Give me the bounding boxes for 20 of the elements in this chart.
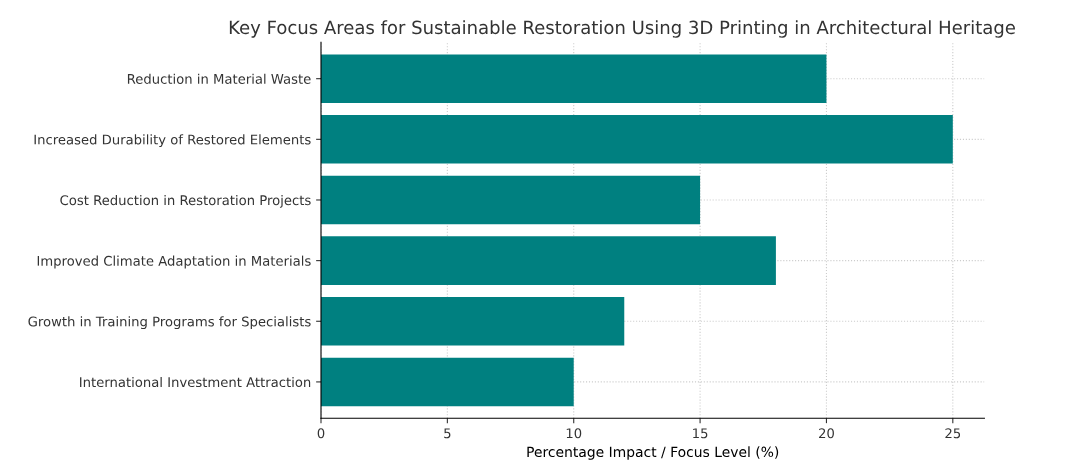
y-tick-label: Reduction in Material Waste <box>127 73 311 84</box>
y-tick-label: Improved Climate Adaptation in Materials <box>37 255 311 269</box>
x-axis-title: Percentage Impact / Focus Level (%) <box>527 446 779 460</box>
y-tick-label: Cost Reduction in Restoration Projects <box>60 194 311 208</box>
x-tick-label: 5 <box>444 428 451 439</box>
bar <box>321 115 953 164</box>
bar <box>321 236 776 285</box>
x-tick-label: 20 <box>819 428 834 439</box>
chart-title: Key Focus Areas for Sustainable Restoration Using 3D Printing in Architectural Heritage <box>229 20 1015 38</box>
y-tick-label: International Investment Attraction <box>80 376 311 388</box>
y-tick-label: Growth in Training Programs for Specialists <box>28 316 311 330</box>
x-tick-label: 25 <box>945 428 961 439</box>
bar <box>321 357 574 407</box>
x-tick-label: 15 <box>693 428 708 439</box>
bar <box>321 54 827 103</box>
bar <box>321 175 701 225</box>
x-tick-label: 10 <box>566 428 582 439</box>
y-tick-label: Increased Durability of Restored Elements <box>34 134 311 148</box>
x-tick-label: 0 <box>317 428 325 439</box>
bar <box>321 297 625 346</box>
